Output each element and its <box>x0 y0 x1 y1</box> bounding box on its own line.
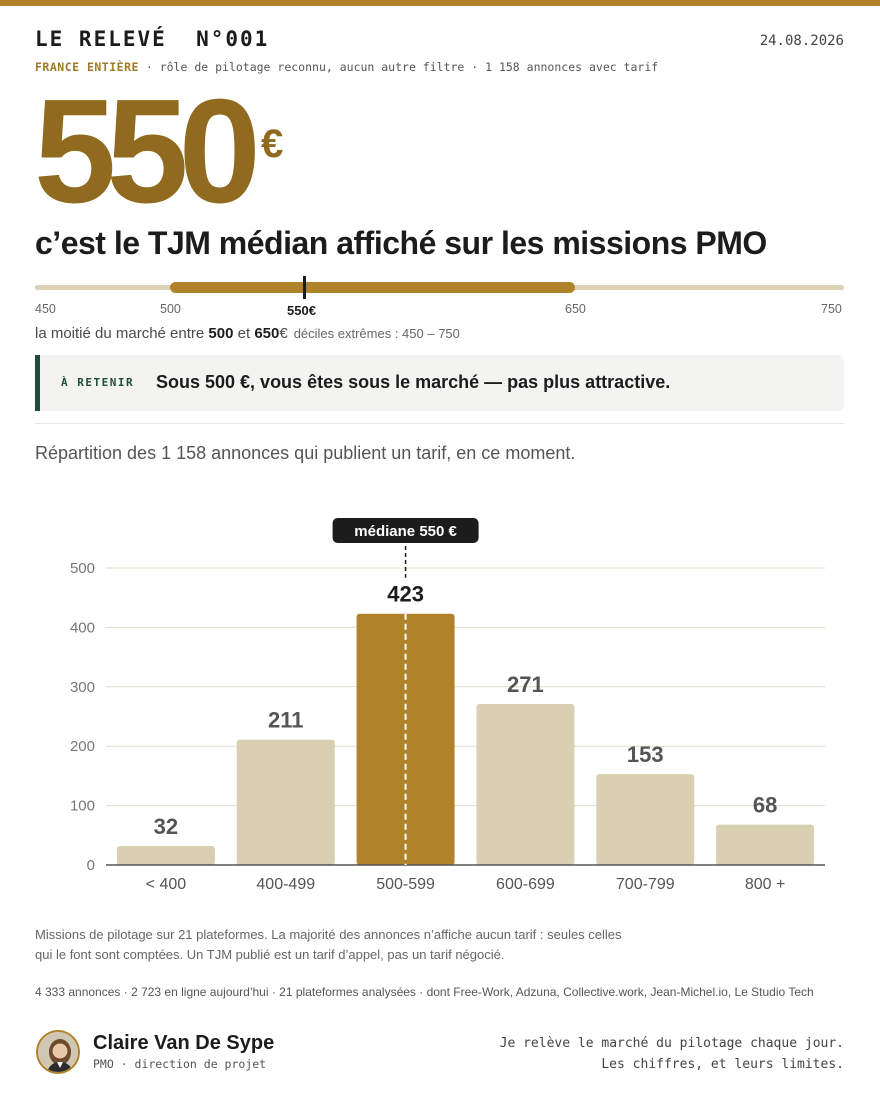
issue-date: 24.08.2026 <box>759 33 844 49</box>
author-role: PMO · direction de projet <box>93 1057 267 1071</box>
bar-value-label: 153 <box>627 742 664 767</box>
range-median-marker <box>303 276 306 299</box>
range-note-prefix: la moitié du marché entre <box>35 325 209 342</box>
signoff-line-1: Je relève le marché du pilotage chaque j… <box>499 1036 844 1051</box>
range-note-and: et <box>233 325 255 342</box>
methodology-note: Missions de pilotage sur 21 plateformes.… <box>35 927 622 962</box>
median-annotation-box <box>332 518 479 543</box>
scope-label: FRANCE ENTIÈRE <box>35 60 139 74</box>
range-note-high: 650 <box>254 325 280 342</box>
filter-description: · rôle de pilotage reconnu, aucun autre … <box>138 60 659 74</box>
bar <box>716 824 815 865</box>
median-annotation-label: médiane 550 € <box>354 523 457 540</box>
bar <box>116 845 215 865</box>
publication-title: LE RELEVÉ N°001 <box>35 27 270 51</box>
key-takeaway-callout: À RETENIR Sous 500 €, vous êtes sous le … <box>35 355 844 411</box>
bar <box>596 774 695 865</box>
range-note: la moitié du marché entre 500 et 650€ déc… <box>35 325 460 342</box>
avatar-portrait-icon <box>38 1032 78 1072</box>
median-price: 550 € <box>34 78 283 226</box>
top-accent-bar <box>0 0 880 6</box>
y-tick-label: 0 <box>87 857 95 874</box>
author-name: Claire Van De Sype <box>93 1032 275 1054</box>
range-tick-high: 650 <box>565 302 586 316</box>
deciles-note: déciles extrêmes : 450 – 750 <box>293 326 460 341</box>
y-tick-label: 500 <box>70 560 95 577</box>
range-note-low: 500 <box>208 325 234 342</box>
x-tick-label: 700-799 <box>616 876 675 893</box>
range-tick-max: 750 <box>821 302 842 316</box>
range-note-currency: € <box>279 325 288 342</box>
callout-tag: À RETENIR <box>61 376 135 389</box>
y-tick-label: 100 <box>70 798 95 815</box>
range-median-label: 550€ <box>287 303 316 318</box>
bar-value-label: 68 <box>753 793 777 818</box>
source-stats: 4 333 annonces · 2 723 en ligne aujourd’… <box>35 985 814 999</box>
range-tick-min: 450 <box>35 302 56 316</box>
x-tick-label: < 400 <box>146 876 187 893</box>
callout-message: Sous 500 €, vous êtes sous le marché — p… <box>156 372 671 392</box>
distribution-bar-chart: 0 100 200 300 400 500 32 < 400 211 400-499 423 500-… <box>70 518 825 893</box>
bar <box>236 739 335 865</box>
bar-value-label: 32 <box>154 814 178 839</box>
filter-line: FRANCE ENTIÈRE · rôle de pilotage reconn… <box>35 60 658 74</box>
section-divider <box>35 423 844 424</box>
y-tick-label: 400 <box>70 619 95 636</box>
range-tick-low: 500 <box>160 302 181 316</box>
signoff-line-2: Les chiffres, et leurs limites. <box>601 1057 844 1072</box>
x-tick-label: 500-599 <box>376 876 435 893</box>
median-price-currency: € <box>260 122 284 166</box>
bar-value-label: 423 <box>387 582 424 607</box>
x-tick-label: 400-499 <box>256 876 315 893</box>
interquartile-range-bar <box>170 282 575 293</box>
y-tick-label: 200 <box>70 738 95 755</box>
y-tick-label: 300 <box>70 679 95 696</box>
bar-value-label: 211 <box>268 708 304 733</box>
bar <box>476 704 575 865</box>
headline: c’est le TJM médian affiché sur les miss… <box>35 225 767 261</box>
bar-value-label: 271 <box>507 672 544 697</box>
median-price-value: 550 <box>34 69 261 234</box>
x-tick-label: 600-699 <box>496 876 555 893</box>
author-avatar <box>36 1030 80 1074</box>
signoff: Je relève le marché du pilotage chaque j… <box>500 1033 844 1075</box>
chart-intro: Répartition des 1 158 annonces qui publi… <box>35 443 576 463</box>
x-tick-label: 800 + <box>745 876 785 893</box>
